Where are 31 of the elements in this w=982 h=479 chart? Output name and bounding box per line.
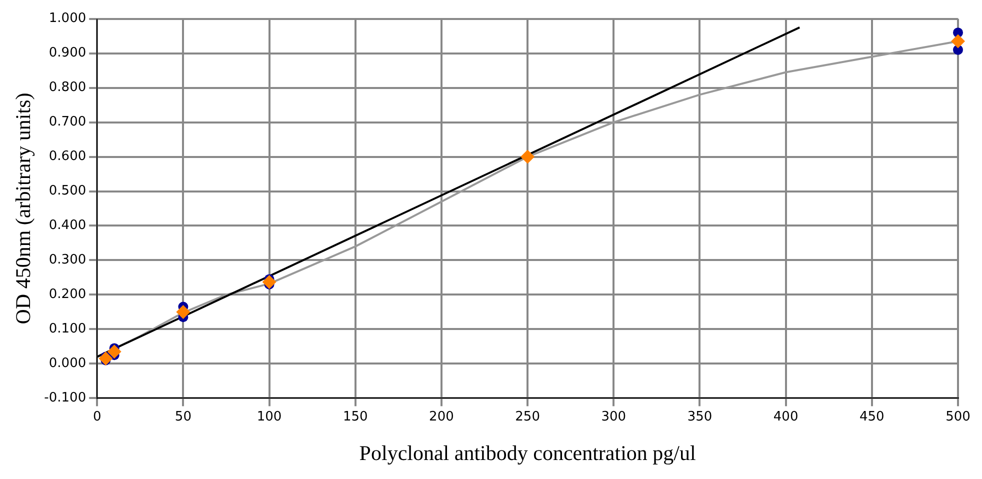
point [520, 150, 535, 164]
y-tick-label: 0.400 [48, 218, 86, 234]
x-tick-label: 50 [174, 409, 192, 424]
x-tick-label: 0 [92, 409, 102, 424]
y-tick-label: 0.200 [48, 287, 86, 302]
y-tick-label: 0.900 [48, 46, 86, 61]
x-tick-label: 350 [687, 409, 712, 424]
y-tick-label: 0.700 [48, 114, 86, 130]
point [262, 274, 276, 289]
x-tick-label: 200 [429, 409, 454, 424]
y-tick-label: 1.000 [48, 11, 86, 26]
y-tick-label: 0.100 [48, 322, 86, 337]
x-axis-title: Polyclonal antibody concentration pg/ul [359, 440, 696, 465]
y-tick-label: 0.800 [48, 80, 86, 96]
x-tick-label: 300 [601, 409, 626, 424]
x-tick-label: 150 [342, 409, 368, 424]
y-tick-label: 0.500 [48, 184, 86, 199]
x-tick-label: 450 [859, 409, 884, 424]
point [951, 34, 965, 48]
y-tick-label: 0.600 [48, 149, 86, 164]
y-tick-label: 0.000 [48, 356, 86, 372]
point [98, 352, 113, 366]
y-tick-label: 0.300 [48, 252, 86, 268]
point [107, 344, 122, 359]
y-tick-label: -0.100 [44, 390, 86, 406]
point [176, 304, 190, 319]
x-tick-label: 500 [946, 409, 970, 424]
x-tick-label: 400 [773, 409, 798, 424]
x-tick-label: 100 [256, 409, 282, 424]
x-tick-label: 250 [515, 409, 540, 424]
y-axis-title: OD 450nm (arbitrary units) [11, 92, 36, 324]
